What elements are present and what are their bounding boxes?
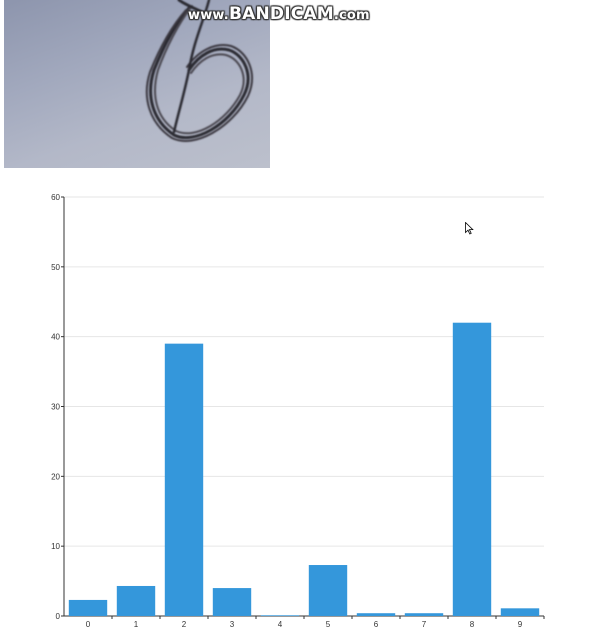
x-tick-label: 5 — [326, 620, 331, 629]
x-tick-label: 2 — [182, 620, 187, 629]
bars — [68, 322, 540, 616]
y-tick-label: 0 — [56, 612, 61, 621]
y-tick-label: 30 — [51, 403, 60, 412]
webcam-scene-icon — [145, 0, 253, 142]
watermark-suffix: .com — [333, 8, 370, 23]
watermark-brand: BANDICAM — [228, 4, 334, 24]
x-tick-label: 8 — [470, 620, 475, 629]
mouse-cursor-icon — [465, 222, 474, 235]
x-tick-label: 7 — [422, 620, 427, 629]
x-tick-label: 4 — [278, 620, 283, 629]
bandicam-watermark: www.BANDICAM.com — [188, 4, 370, 24]
x-tick-label: 6 — [374, 620, 379, 629]
bar-1 — [116, 585, 156, 616]
bar-5 — [308, 565, 348, 616]
bar-6 — [356, 613, 396, 616]
y-tick-label: 50 — [51, 263, 60, 272]
watermark-prefix: www. — [188, 8, 229, 23]
bar-3 — [212, 588, 252, 616]
y-tick-label: 20 — [51, 472, 60, 481]
y-tick-label: 10 — [51, 542, 60, 551]
bar-9 — [500, 608, 540, 616]
x-tick-label: 9 — [518, 620, 523, 629]
bar-7 — [404, 613, 444, 616]
bar-0 — [68, 599, 108, 616]
webcam-preview — [4, 0, 270, 168]
x-tick-labels: 0 1 2 3 4 5 6 7 8 9 — [86, 616, 545, 629]
x-tick-label: 3 — [230, 620, 235, 629]
bar-4 — [260, 615, 300, 616]
y-tick-labels: 0 10 20 30 40 50 60 — [51, 193, 64, 621]
y-tick-label: 60 — [51, 193, 60, 202]
bar-2 — [164, 343, 204, 616]
x-tick-label: 0 — [86, 620, 91, 629]
bar-8 — [452, 322, 492, 616]
y-tick-label: 40 — [51, 333, 60, 342]
x-tick-label: 1 — [134, 620, 139, 629]
